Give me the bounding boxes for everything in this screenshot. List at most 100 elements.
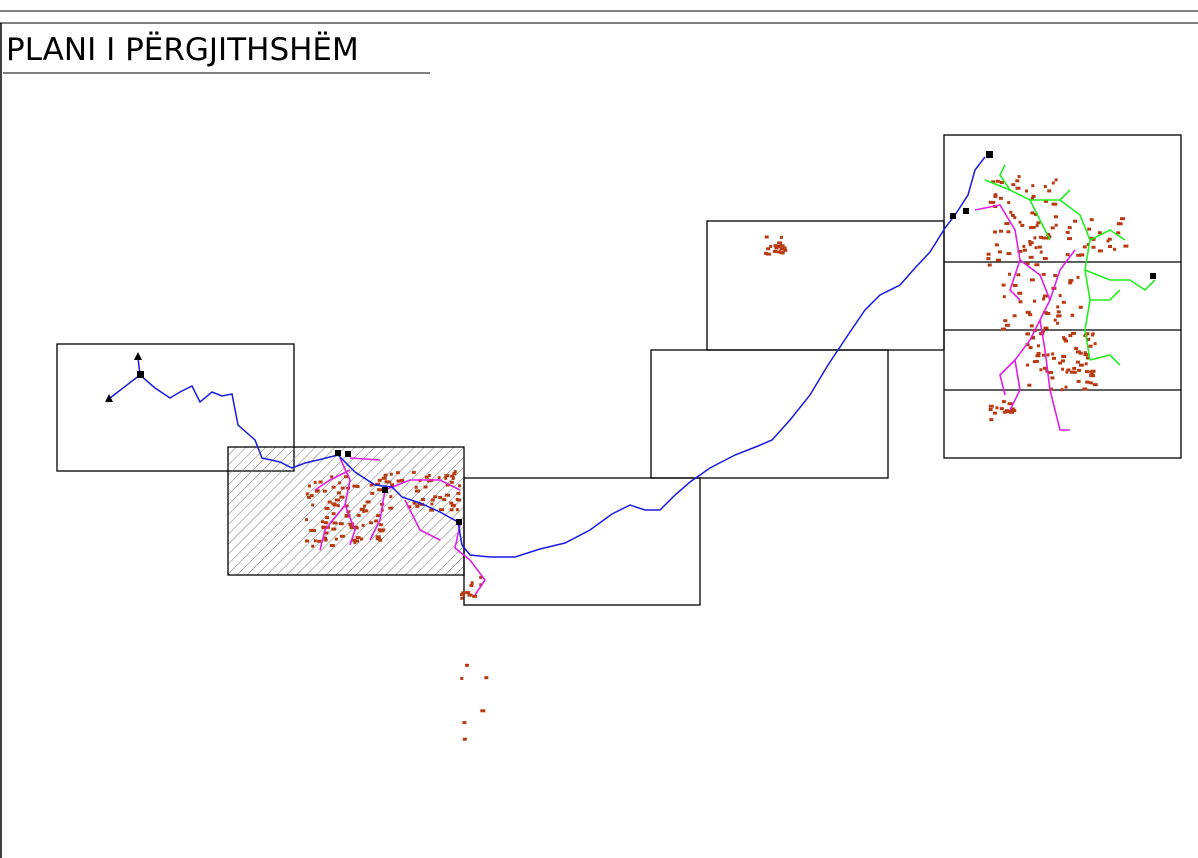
building: [484, 676, 489, 680]
building: [1032, 360, 1037, 364]
building: [462, 737, 467, 741]
building: [1083, 351, 1087, 355]
building: [1004, 222, 1010, 226]
building: [364, 509, 369, 513]
building: [479, 576, 483, 579]
building: [1054, 223, 1058, 227]
building: [453, 470, 457, 474]
building: [988, 404, 994, 408]
building: [411, 470, 416, 474]
node: [345, 451, 351, 457]
building: [1056, 305, 1060, 309]
building: [1033, 299, 1036, 303]
building: [1039, 368, 1043, 372]
building: [430, 498, 435, 502]
building: [456, 491, 461, 495]
building: [1034, 246, 1038, 250]
node: [1150, 273, 1156, 279]
title: PLANI I PËRGJITHSHËM: [6, 32, 359, 68]
building: [1068, 279, 1074, 283]
building: [417, 502, 422, 506]
building: [1062, 337, 1067, 341]
node: [963, 208, 969, 214]
building: [1031, 184, 1035, 188]
building: [1091, 237, 1096, 241]
building: [1006, 230, 1011, 234]
building: [772, 250, 777, 253]
building: [1068, 334, 1073, 337]
building: [995, 406, 999, 410]
building: [1091, 245, 1096, 249]
building: [1067, 226, 1072, 230]
building: [355, 536, 361, 540]
building: [1009, 410, 1014, 414]
building: [1041, 329, 1045, 333]
building: [1079, 253, 1085, 257]
building: [989, 418, 994, 422]
building: [400, 478, 405, 482]
building: [450, 474, 455, 478]
building: [377, 478, 382, 482]
building: [389, 472, 393, 476]
building: [479, 583, 483, 587]
building: [376, 514, 380, 518]
building: [329, 544, 335, 547]
building: [1065, 370, 1069, 374]
building: [1045, 312, 1051, 315]
building: [472, 594, 478, 598]
building: [360, 537, 363, 541]
building: [480, 709, 486, 713]
building: [1085, 380, 1090, 384]
building: [414, 485, 418, 489]
building: [420, 498, 425, 501]
building: [353, 525, 359, 529]
building: [986, 257, 991, 261]
building: [1087, 227, 1092, 231]
building: [323, 531, 329, 535]
sheet-index: [56, 134, 1182, 606]
building: [449, 508, 454, 512]
building: [1097, 231, 1102, 235]
pipe: [1009, 259, 1021, 301]
building: [1076, 379, 1081, 383]
building: [1017, 249, 1023, 253]
building: [388, 506, 394, 510]
building: [1061, 355, 1067, 358]
building: [1030, 335, 1035, 339]
building: [457, 498, 461, 502]
pipe: [314, 469, 351, 491]
source: [134, 352, 142, 360]
building: [378, 523, 383, 527]
building: [988, 200, 992, 204]
building: [356, 539, 359, 543]
building: [774, 246, 779, 250]
building: [336, 504, 340, 508]
building: [396, 479, 402, 483]
building: [1078, 363, 1084, 367]
building: [776, 250, 781, 254]
building: [1082, 387, 1088, 391]
building: [766, 252, 772, 256]
pipe: [454, 524, 486, 596]
building: [381, 476, 387, 480]
building: [444, 476, 448, 480]
building: [1026, 332, 1030, 336]
building: [996, 258, 1001, 262]
structures: [105, 151, 1156, 525]
building: [1053, 202, 1058, 206]
building: [1048, 371, 1054, 374]
pipe: [1059, 189, 1071, 201]
building: [433, 495, 438, 499]
building: [1070, 370, 1075, 374]
building: [462, 721, 467, 725]
building: [1029, 226, 1034, 230]
building: [407, 505, 412, 509]
building: [1082, 245, 1087, 249]
building: [327, 500, 332, 504]
building: [1003, 319, 1008, 323]
building: [1038, 235, 1043, 239]
building: [1028, 346, 1033, 350]
building: [338, 522, 344, 526]
building: [395, 471, 400, 475]
building: [1097, 249, 1103, 253]
